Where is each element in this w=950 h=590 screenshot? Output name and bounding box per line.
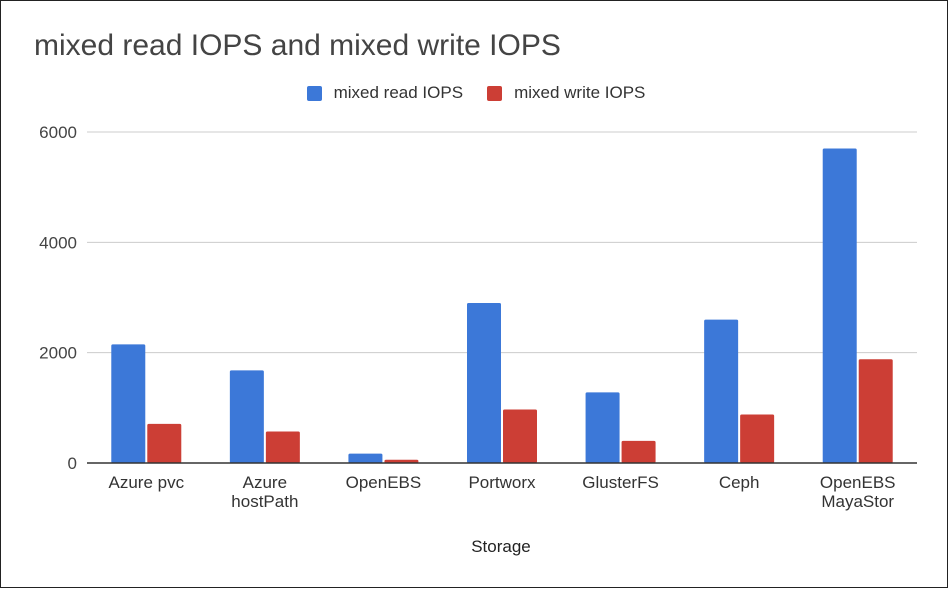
legend-item-write: mixed write IOPS [487, 83, 645, 103]
x-tick-label-1-line-0: Azure [243, 473, 287, 492]
x-tick-label-2: OpenEBS [346, 473, 422, 492]
x-tick-label-1-line-1: hostPath [231, 492, 298, 511]
y-tick-label-0: 0 [68, 454, 77, 473]
bar-read-5 [704, 319, 739, 463]
y-tick-label-4000: 4000 [39, 233, 77, 252]
bar-write-3 [503, 409, 537, 463]
legend-swatch-write [487, 85, 503, 101]
x-axis-title: Storage [471, 537, 531, 556]
bar-read-3 [467, 303, 501, 463]
bar-read-4 [585, 392, 620, 463]
bar-write-4 [621, 440, 656, 463]
x-tick-label-4: GlusterFS [582, 473, 659, 492]
bar-read-0 [111, 344, 146, 463]
x-tick-label-6-line-1: MayaStor [821, 492, 894, 511]
x-tick-label-3: Portworx [468, 473, 536, 492]
x-tick-label-6-line-0: OpenEBS [820, 473, 896, 492]
legend-item-read: mixed read IOPS [306, 83, 464, 103]
chart-title: mixed read IOPS and mixed write IOPS [34, 29, 561, 62]
bar-read-1 [229, 370, 264, 463]
bar-write-2 [384, 459, 419, 463]
y-tick-label-6000: 6000 [39, 123, 77, 142]
x-tick-label-0: Azure pvc [108, 473, 184, 492]
legend-label-write: mixed write IOPS [514, 83, 646, 102]
chart-legend: mixed read IOPS mixed write IOPS [1, 81, 950, 105]
y-tick-label-2000: 2000 [39, 344, 77, 363]
bar-read-2 [348, 453, 383, 463]
bar-write-5 [740, 414, 775, 463]
legend-label-read: mixed read IOPS [333, 83, 464, 102]
bar-write-0 [147, 423, 182, 463]
bar-write-6 [858, 359, 893, 463]
bar-read-6 [822, 148, 857, 464]
legend-swatch-read [306, 85, 322, 101]
bar-write-1 [265, 431, 300, 463]
x-tick-label-5: Ceph [719, 473, 760, 492]
